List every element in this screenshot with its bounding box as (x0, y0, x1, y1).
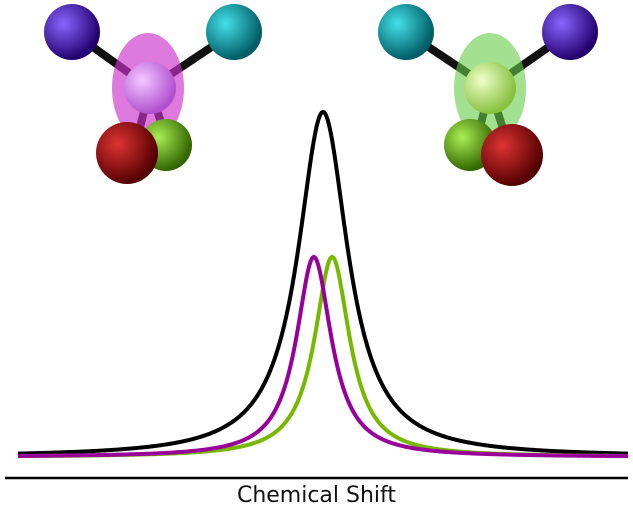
atom-teal (378, 4, 434, 60)
atom-red (481, 124, 543, 186)
spectrum-series (17, 109, 629, 459)
spectrum-line-0 (17, 109, 629, 456)
atom-center (124, 62, 176, 114)
left-molecule (44, 4, 262, 184)
atom-purple (44, 4, 100, 60)
atom-center (464, 62, 516, 114)
x-axis-label: Chemical Shift (236, 483, 397, 508)
spectrum-line-1 (17, 254, 629, 459)
atom-purple (542, 4, 598, 60)
atom-red (96, 122, 158, 184)
atom-teal (206, 4, 262, 60)
right-molecule (378, 4, 598, 186)
